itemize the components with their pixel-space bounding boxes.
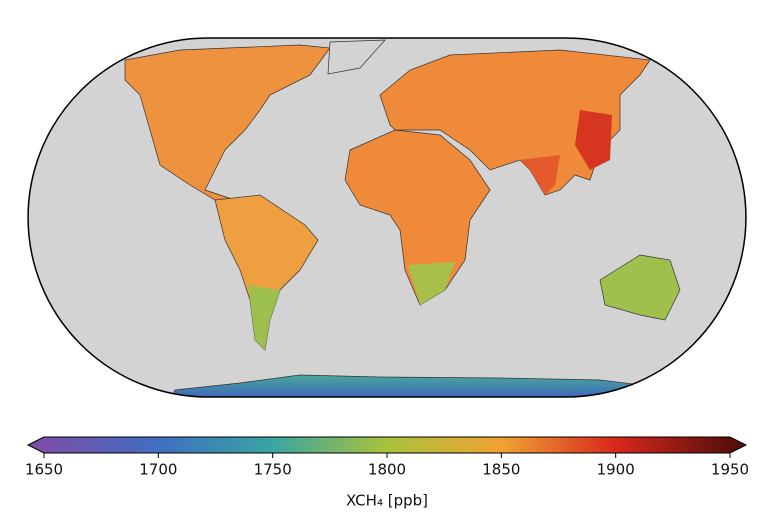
greenland xyxy=(327,39,386,75)
colorbar-tick-label: 1950 xyxy=(711,461,749,479)
colorbar-tick-label: 1650 xyxy=(25,461,63,479)
antarctica xyxy=(169,374,651,397)
map-outline xyxy=(27,37,747,398)
colorbar-tick-label: 1850 xyxy=(482,461,520,479)
colorbar-tick-label: 1800 xyxy=(368,461,406,479)
colorbar-extend-min xyxy=(28,437,44,453)
colorbar-tick-label: 1700 xyxy=(139,461,177,479)
eurasia xyxy=(379,49,651,196)
colorbar-bar xyxy=(44,437,730,453)
colorbar-tick-label: 1750 xyxy=(254,461,292,479)
south-america-south xyxy=(248,285,280,350)
india xyxy=(520,155,560,195)
colorbar-extend-max xyxy=(730,437,746,453)
colorbar: XCH₄ [ppb] 1650 1700 1750 1800 1850 1900 1950 xyxy=(25,436,749,510)
land xyxy=(124,39,681,397)
colorbar-label: XCH₄ [ppb] xyxy=(346,492,428,510)
china-high xyxy=(575,110,612,170)
colorbar-tick-label: 1900 xyxy=(597,461,635,479)
map xyxy=(27,37,747,398)
africa-south xyxy=(408,262,455,305)
australia xyxy=(599,254,681,321)
